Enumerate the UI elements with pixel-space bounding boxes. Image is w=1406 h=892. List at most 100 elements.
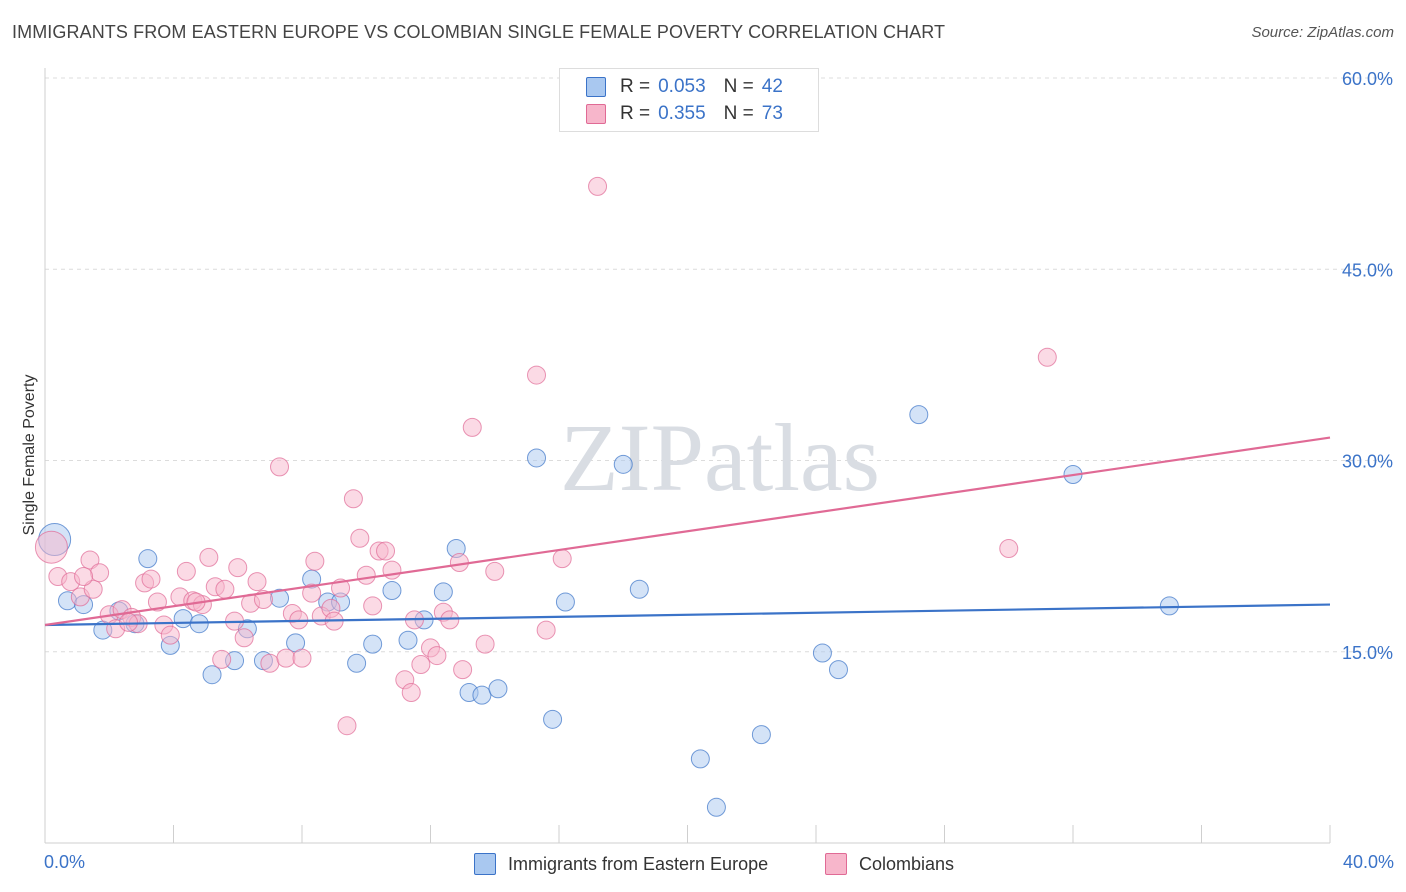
point-eastern-europe [398, 630, 418, 650]
watermark: ZIPatlas [560, 404, 880, 511]
chart-title: IMMIGRANTS FROM EASTERN EUROPE VS COLOMB… [12, 22, 946, 42]
point-colombians [270, 457, 290, 477]
point-colombians [376, 541, 396, 561]
point-eastern-europe [812, 643, 832, 663]
y-tick-label: 60.0% [1342, 69, 1393, 89]
legend-n-label: N = [723, 76, 754, 97]
axes [44, 68, 1331, 844]
legend-swatch-pink [586, 104, 606, 124]
bottom-legend-swatch-pink [825, 853, 847, 875]
point-colombians [453, 660, 473, 680]
point-colombians [260, 653, 280, 673]
point-colombians [337, 716, 357, 736]
point-colombians [588, 176, 608, 196]
point-eastern-europe [751, 725, 771, 745]
point-eastern-europe [543, 709, 563, 729]
correlation-legend: R = 0.053 N = 42 R = 0.355 N = 73 [559, 68, 819, 132]
trend-lines [44, 436, 1331, 627]
legend-n-value: 42 [761, 76, 783, 97]
point-colombians [253, 589, 273, 609]
y-tick-label: 45.0% [1342, 260, 1393, 280]
point-colombians [1037, 347, 1057, 367]
x-tick-min: 0.0% [44, 852, 86, 872]
point-colombians [536, 620, 556, 640]
point-colombians [147, 592, 167, 612]
point-colombians [90, 563, 110, 583]
point-colombians [228, 558, 248, 578]
point-eastern-europe [527, 448, 547, 468]
point-colombians [485, 561, 505, 581]
point-colombians [462, 417, 482, 437]
legend-row-eastern-europe: R = 0.053 N = 42 [586, 75, 783, 99]
legend-row-colombians: R = 0.355 N = 73 [586, 102, 783, 126]
point-colombians [527, 365, 547, 385]
point-eastern-europe [828, 660, 848, 680]
point-colombians [305, 551, 325, 571]
point-colombians [212, 649, 232, 669]
y-tick-label: 15.0% [1342, 643, 1393, 663]
point-colombians [401, 683, 421, 703]
point-eastern-europe [173, 609, 193, 629]
point-eastern-europe [706, 797, 726, 817]
point-colombians [83, 579, 103, 599]
point-eastern-europe [1159, 596, 1179, 616]
point-colombians [302, 583, 322, 603]
point-colombians [475, 634, 495, 654]
point-colombians [215, 579, 235, 599]
point-eastern-europe [202, 665, 222, 685]
point-eastern-europe [347, 653, 367, 673]
point-eastern-europe [382, 581, 402, 601]
tick-labels: 15.0% 30.0% 45.0% 60.0% [1342, 69, 1393, 663]
point-colombians [350, 528, 370, 548]
legend-n-value: 73 [761, 103, 783, 124]
point-colombians [199, 547, 219, 567]
bottom-legend-eastern-europe: Immigrants from Eastern Europe [474, 852, 768, 876]
legend-r-label: R = [620, 103, 651, 124]
legend-n-label: N = [723, 103, 754, 124]
point-eastern-europe [909, 405, 929, 425]
legend-r-value: 0.355 [658, 103, 706, 124]
point-colombians [141, 569, 161, 589]
x-tick-max: 40.0% [1342, 852, 1394, 872]
point-colombians [356, 565, 376, 585]
point-colombians [276, 648, 296, 668]
point-eastern-europe [690, 749, 710, 769]
legend-r-label: R = [620, 76, 651, 97]
bottom-legend-label: Colombians [859, 853, 955, 874]
point-colombians [999, 538, 1019, 558]
point-colombians [176, 561, 196, 581]
bottom-legend-colombians: Colombians [825, 852, 954, 876]
point-colombians [74, 567, 94, 587]
point-colombians [119, 612, 139, 632]
series-colombians [34, 176, 1057, 736]
trend-line-colombians [44, 436, 1331, 627]
point-colombians [427, 646, 447, 666]
point-colombians [160, 625, 180, 645]
point-colombians [382, 560, 402, 580]
point-eastern-europe [433, 582, 453, 602]
point-colombians [234, 628, 254, 648]
y-tick-label: 30.0% [1342, 452, 1393, 472]
point-colombians [411, 655, 431, 674]
point-colombians [440, 610, 460, 630]
point-colombians [292, 648, 312, 668]
point-eastern-europe [613, 454, 633, 474]
point-colombians [34, 530, 68, 564]
point-colombians [80, 550, 100, 570]
trend-line-eastern-europe [44, 603, 1331, 627]
legend-swatch-blue [586, 77, 606, 97]
point-colombians [343, 489, 363, 509]
bottom-legend-swatch-blue [474, 853, 496, 875]
point-colombians [363, 596, 383, 616]
point-eastern-europe [488, 679, 508, 699]
legend-r-value: 0.053 [658, 76, 706, 97]
point-colombians [247, 572, 267, 592]
y-axis-label: Single Female Poverty [21, 374, 38, 536]
point-eastern-europe [555, 592, 575, 612]
point-eastern-europe [363, 634, 383, 654]
point-eastern-europe [138, 549, 158, 569]
point-eastern-europe [629, 579, 649, 599]
point-colombians [552, 549, 572, 569]
point-eastern-europe [472, 685, 492, 705]
